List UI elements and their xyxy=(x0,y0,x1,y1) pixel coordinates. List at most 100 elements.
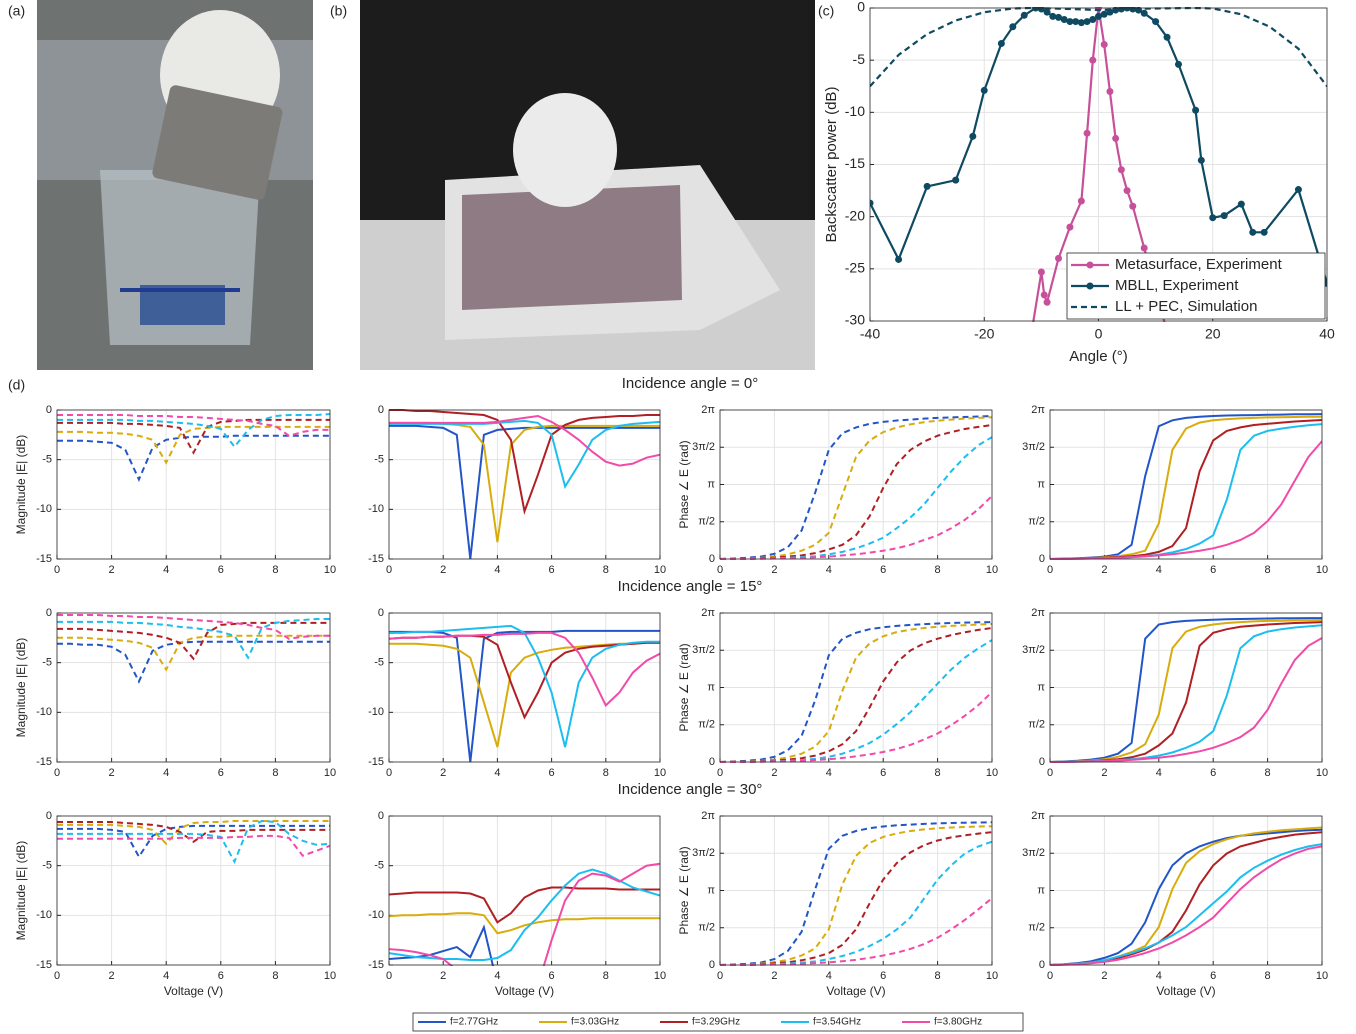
series-line xyxy=(1050,637,1322,763)
series-line xyxy=(389,631,660,708)
plot-area xyxy=(389,410,660,559)
y-tick-label: -10 xyxy=(368,909,384,921)
marker xyxy=(1192,106,1200,114)
marker xyxy=(1112,134,1120,142)
section-title: Incidence angle = 30° xyxy=(618,781,763,798)
photo-a xyxy=(37,0,313,370)
y-tick-label: π/2 xyxy=(698,719,715,731)
y-tick-label: 3π/2 xyxy=(1022,441,1045,453)
x-tick-label: 6 xyxy=(1210,970,1216,982)
marker xyxy=(1020,11,1028,19)
marker xyxy=(1294,186,1302,194)
x-axis-label: Voltage (V) xyxy=(826,984,885,998)
marker xyxy=(1100,41,1108,49)
series-group xyxy=(389,624,660,763)
y-tick-label: 0 xyxy=(46,607,52,619)
y-tick-label: 0 xyxy=(378,404,384,416)
x-tick-label: 8 xyxy=(1265,767,1271,779)
marker xyxy=(1043,298,1051,306)
x-tick-label: 2 xyxy=(440,767,446,779)
x-tick-label: 0 xyxy=(1047,970,1053,982)
x-tick-label: 10 xyxy=(1316,564,1328,576)
section-title: Incidence angle = 15° xyxy=(618,578,763,595)
series-line xyxy=(57,634,330,672)
axes-frame xyxy=(388,409,661,560)
marker xyxy=(1077,19,1085,27)
y-tick-label: π/2 xyxy=(1028,922,1045,934)
legend-label: f=3.03GHz xyxy=(571,1017,619,1028)
y-tick-label: 0 xyxy=(378,810,384,822)
x-tick-label: 2 xyxy=(1101,767,1107,779)
plot-area xyxy=(57,613,330,762)
y-tick-label: -15 xyxy=(36,553,52,565)
series-group xyxy=(1050,413,1322,560)
chart: 0 2 4 6 8 10 0 π/2 π 3π/2 2π Phase ∠ E (rad) xyxy=(677,607,998,779)
chart: 0 2 4 6 8 10 0 π/2 π 3π/2 2π Voltage (V) xyxy=(1022,810,1328,998)
x-tick-label: 8 xyxy=(603,767,609,779)
x-tick-label: 0 xyxy=(1047,767,1053,779)
y-tick-label: -10 xyxy=(368,706,384,718)
legend-marker xyxy=(1086,261,1094,269)
legend-marker xyxy=(1086,282,1094,290)
panel-label: (d) xyxy=(8,377,25,393)
series-line xyxy=(1050,440,1322,560)
marker xyxy=(870,199,874,207)
series-group xyxy=(1050,617,1322,763)
series-line xyxy=(57,821,330,844)
chart: 0 2 4 6 8 10 -15 -10 -5 0 xyxy=(368,404,666,576)
chart: 0 2 4 6 8 10 -15 -10 -5 0 Magnitude |E| (dB) xyxy=(14,404,336,576)
y-axis-label: Magnitude |E| (dB) xyxy=(14,841,28,941)
marker xyxy=(1049,12,1057,20)
y-tick-label: -15 xyxy=(368,959,384,971)
marker xyxy=(1260,228,1268,236)
x-tick-label: 8 xyxy=(272,970,278,982)
series-group xyxy=(57,819,330,865)
y-tick-label: 3π/2 xyxy=(692,847,715,859)
y-tick-label: -30 xyxy=(845,312,865,328)
x-tick-label: 10 xyxy=(324,970,336,982)
chart: 0 2 4 6 8 10 0 π/2 π 3π/2 2π xyxy=(1022,404,1328,576)
chart: 0 2 4 6 8 10 0 π/2 π 3π/2 2π Phase ∠ E (rad) xyxy=(677,404,998,576)
series-line xyxy=(720,821,992,966)
x-tick-label: 4 xyxy=(826,564,832,576)
x-tick-label: 6 xyxy=(880,970,886,982)
marker xyxy=(1066,18,1074,26)
x-tick-label: 8 xyxy=(272,767,278,779)
marker xyxy=(969,132,977,140)
y-tick-label: -25 xyxy=(845,260,865,276)
series-line xyxy=(57,834,330,857)
marker xyxy=(1249,228,1257,236)
axes-frame xyxy=(56,612,331,763)
series-line xyxy=(720,621,992,763)
y-tick-label: -15 xyxy=(36,959,52,971)
y-tick-label: 3π/2 xyxy=(692,441,715,453)
marker xyxy=(1100,10,1108,18)
y-axis-label: Magnitude |E| (dB) xyxy=(14,638,28,738)
axes-frame xyxy=(56,409,331,560)
x-tick-label: 0 xyxy=(54,564,60,576)
legend-label: f=3.54GHz xyxy=(813,1017,861,1028)
y-tick-label: -5 xyxy=(853,51,866,67)
y-tick-label: -15 xyxy=(845,155,865,171)
shared-legend: f=2.77GHz f=3.03GHz f=3.29GHz f=3.54GHz f=3.… xyxy=(412,1012,1024,1032)
axes-frame xyxy=(388,612,661,763)
series-line xyxy=(57,414,330,437)
axes-frame xyxy=(1049,815,1323,966)
x-tick-label: 6 xyxy=(880,564,886,576)
marker xyxy=(1083,18,1091,26)
x-tick-label: 6 xyxy=(549,970,555,982)
y-tick-label: 2π xyxy=(1031,404,1045,416)
chart: 0 2 4 6 8 10 0 π/2 π 3π/2 2π Voltage (V) Phase ∠ E (… xyxy=(677,810,998,998)
marker xyxy=(1220,212,1228,220)
series-line xyxy=(389,862,660,966)
marker xyxy=(1164,328,1171,335)
x-tick-label: 4 xyxy=(1156,970,1162,982)
x-tick-label: 4 xyxy=(163,564,169,576)
series-line xyxy=(57,418,330,455)
y-tick-label: -15 xyxy=(36,756,52,768)
y-tick-label: π xyxy=(1037,884,1045,896)
x-tick-label: 2 xyxy=(109,564,115,576)
marker xyxy=(1123,187,1131,195)
marker xyxy=(1072,18,1080,26)
x-tick-label: 4 xyxy=(1156,767,1162,779)
